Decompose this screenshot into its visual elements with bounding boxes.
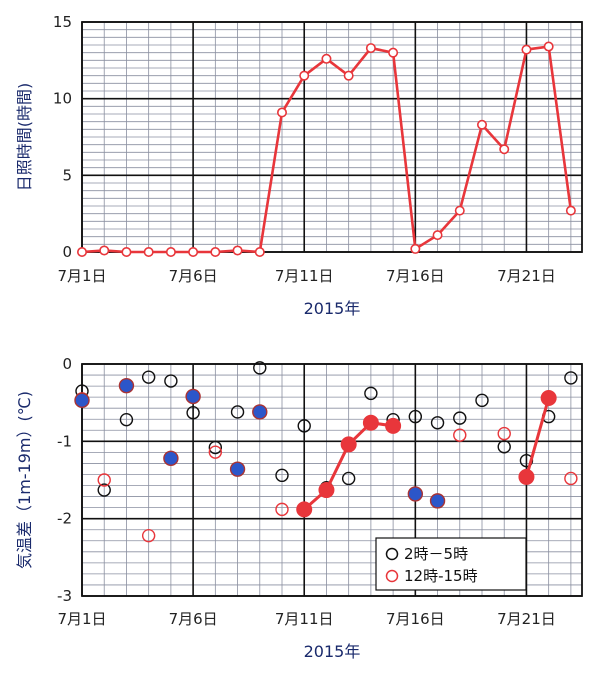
data-point bbox=[453, 428, 467, 442]
data-point bbox=[229, 461, 246, 477]
data-point bbox=[74, 392, 90, 409]
data-point bbox=[321, 53, 332, 64]
legend-marker bbox=[385, 569, 399, 583]
data-point bbox=[118, 377, 135, 394]
legend-box bbox=[375, 537, 527, 591]
x-tick-label: 7月16日 bbox=[386, 267, 445, 285]
data-point bbox=[408, 409, 423, 424]
data-point bbox=[253, 361, 267, 375]
data-point bbox=[385, 417, 402, 434]
legend-label: 12時-15時 bbox=[404, 567, 478, 585]
x-tick-label: 7月1日 bbox=[57, 610, 106, 628]
data-point bbox=[475, 393, 489, 408]
data-point bbox=[276, 107, 287, 118]
y-tick-label: -2 bbox=[57, 510, 72, 528]
x-tick-label: 7月11日 bbox=[275, 610, 334, 628]
x-tick-label: 7月21日 bbox=[497, 267, 556, 285]
data-point bbox=[297, 419, 311, 433]
data-point bbox=[188, 247, 199, 258]
data-point bbox=[388, 47, 399, 58]
data-point bbox=[499, 144, 510, 155]
data-point bbox=[185, 388, 201, 405]
data-point bbox=[362, 414, 379, 431]
x-tick-label: 7月21日 bbox=[497, 610, 556, 628]
data-point bbox=[164, 374, 178, 388]
data-point bbox=[252, 404, 268, 420]
x-axis-title: 2015年 bbox=[304, 642, 361, 661]
data-point bbox=[97, 483, 111, 497]
x-tick-label: 7月11日 bbox=[275, 267, 334, 285]
data-point bbox=[340, 436, 357, 453]
y-tick-label: 0 bbox=[62, 355, 72, 373]
x-tick-label: 7月6日 bbox=[169, 610, 218, 628]
data-point bbox=[407, 486, 424, 502]
data-point bbox=[497, 426, 511, 441]
data-point bbox=[275, 502, 289, 517]
data-point bbox=[77, 247, 88, 258]
data-point bbox=[163, 450, 179, 467]
data-point bbox=[318, 482, 335, 499]
data-point bbox=[141, 370, 156, 384]
data-point bbox=[410, 243, 421, 254]
data-point bbox=[97, 473, 111, 487]
y-axis-title: 気温差（1m-19m）(℃) bbox=[15, 391, 34, 569]
data-point bbox=[299, 70, 310, 81]
data-point bbox=[565, 205, 576, 216]
series-line bbox=[525, 397, 551, 478]
data-point bbox=[476, 119, 487, 130]
data-point bbox=[564, 471, 578, 486]
data-point bbox=[254, 247, 265, 258]
data-point bbox=[232, 245, 243, 256]
data-point bbox=[165, 247, 176, 258]
y-tick-label: -3 bbox=[57, 587, 72, 605]
data-point bbox=[296, 501, 313, 518]
data-point bbox=[521, 44, 532, 55]
data-point bbox=[429, 493, 446, 509]
y-tick-label: 15 bbox=[53, 13, 72, 31]
y-axis-title: 日照時間(時間) bbox=[15, 83, 34, 192]
x-tick-label: 7月16日 bbox=[386, 610, 445, 628]
data-point bbox=[543, 41, 554, 52]
data-point bbox=[364, 386, 378, 401]
y-tick-label: -1 bbox=[57, 432, 72, 450]
plot-frame bbox=[81, 21, 583, 253]
data-point bbox=[454, 205, 465, 216]
data-point bbox=[540, 390, 557, 407]
data-point bbox=[208, 445, 223, 459]
data-point bbox=[121, 247, 132, 258]
x-axis-title: 2015年 bbox=[304, 299, 361, 318]
legend-label: 2時－5時 bbox=[404, 545, 468, 563]
data-point bbox=[341, 471, 356, 486]
data-point bbox=[564, 371, 578, 385]
data-point bbox=[230, 405, 245, 419]
data-point bbox=[365, 43, 376, 54]
data-point bbox=[432, 230, 443, 241]
data-point bbox=[518, 468, 535, 485]
data-point bbox=[208, 440, 223, 455]
legend-marker bbox=[385, 547, 399, 561]
data-point bbox=[430, 416, 445, 430]
chart-panel-2: 0 -1 -2 -3 7月1日 7月6日 7月11日 7月16日 7月21日 2015年 気温差（1… bbox=[15, 355, 583, 661]
data-point bbox=[343, 70, 354, 81]
y-tick-label: 10 bbox=[53, 90, 72, 108]
data-point bbox=[141, 528, 156, 543]
chart-panel-1: 0 5 10 15 7月1日 7月6日 7月11日 7月16日 7月21日 2015年 日照時間(時… bbox=[15, 13, 583, 318]
data-point bbox=[210, 247, 221, 258]
data-point bbox=[453, 411, 467, 425]
data-point bbox=[275, 468, 289, 483]
x-tick-label: 7月1日 bbox=[57, 267, 106, 285]
data-point bbox=[119, 412, 134, 427]
data-point bbox=[143, 247, 154, 258]
data-point bbox=[186, 406, 200, 420]
x-tick-label: 7月6日 bbox=[169, 267, 218, 285]
data-point bbox=[497, 440, 511, 454]
data-point bbox=[99, 245, 110, 256]
plot-frame bbox=[81, 363, 583, 597]
y-tick-label: 5 bbox=[62, 166, 72, 184]
y-tick-label: 0 bbox=[62, 243, 72, 261]
